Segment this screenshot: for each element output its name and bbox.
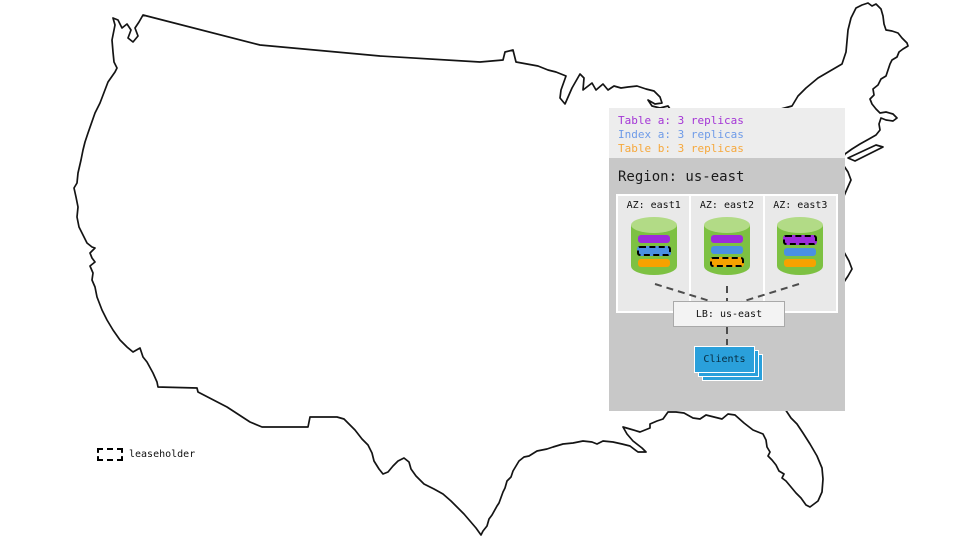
az-column-3: AZ: east3 — [764, 196, 836, 311]
replica-bar-table-a — [637, 235, 670, 243]
us-continental-outline — [73, 2, 909, 536]
leaseholder-key: leaseholder — [97, 448, 195, 461]
replica-bar-table-b — [784, 259, 817, 267]
legend-line-2: Table b: 3 replicas — [618, 142, 744, 155]
replica-bar-index-a — [784, 248, 817, 256]
az-label: AZ: east2 — [699, 200, 755, 211]
replica-bar-table-a-leaseholder — [783, 235, 818, 245]
long-island-outline — [847, 144, 884, 162]
topology-panel: Table a: 3 replicas Index a: 3 replicas Ta… — [609, 108, 845, 411]
replica-bars — [631, 235, 677, 267]
legend-line-0: Table a: 3 replicas — [618, 114, 744, 127]
database-cylinder-icon — [777, 217, 824, 275]
replica-bar-index-a — [710, 246, 743, 254]
replica-bars — [704, 235, 750, 267]
clients-front-layer: Clients — [694, 346, 755, 373]
leaseholder-key-label: leaseholder — [129, 449, 196, 460]
leaseholder-swatch-icon — [97, 448, 123, 461]
legend-line-1: Index a: 3 replicas — [618, 128, 744, 141]
az-label: AZ: east1 — [626, 200, 681, 211]
replica-bar-table-a — [710, 235, 743, 243]
replica-bars — [777, 235, 823, 267]
load-balancer-label: LB: us-east — [695, 308, 763, 320]
replica-bar-table-b-leaseholder — [709, 257, 744, 267]
database-cylinder-icon — [630, 217, 677, 275]
az-container: AZ: east1 AZ: east2 AZ: east3 — [616, 194, 838, 313]
clients-box: Clients — [694, 346, 763, 381]
replica-bar-index-a-leaseholder — [636, 246, 671, 256]
clients-label: Clients — [703, 354, 746, 365]
region-title: Region: us-east — [618, 169, 745, 185]
load-balancer-box: LB: us-east — [673, 301, 785, 327]
az-label: AZ: east3 — [773, 200, 828, 211]
az-column-1: AZ: east1 — [618, 196, 690, 311]
replica-legend: Table a: 3 replicas Index a: 3 replicas Ta… — [609, 108, 845, 158]
replica-bar-table-b — [637, 259, 670, 267]
az-column-2: AZ: east2 — [691, 196, 763, 311]
database-cylinder-icon — [703, 217, 750, 275]
